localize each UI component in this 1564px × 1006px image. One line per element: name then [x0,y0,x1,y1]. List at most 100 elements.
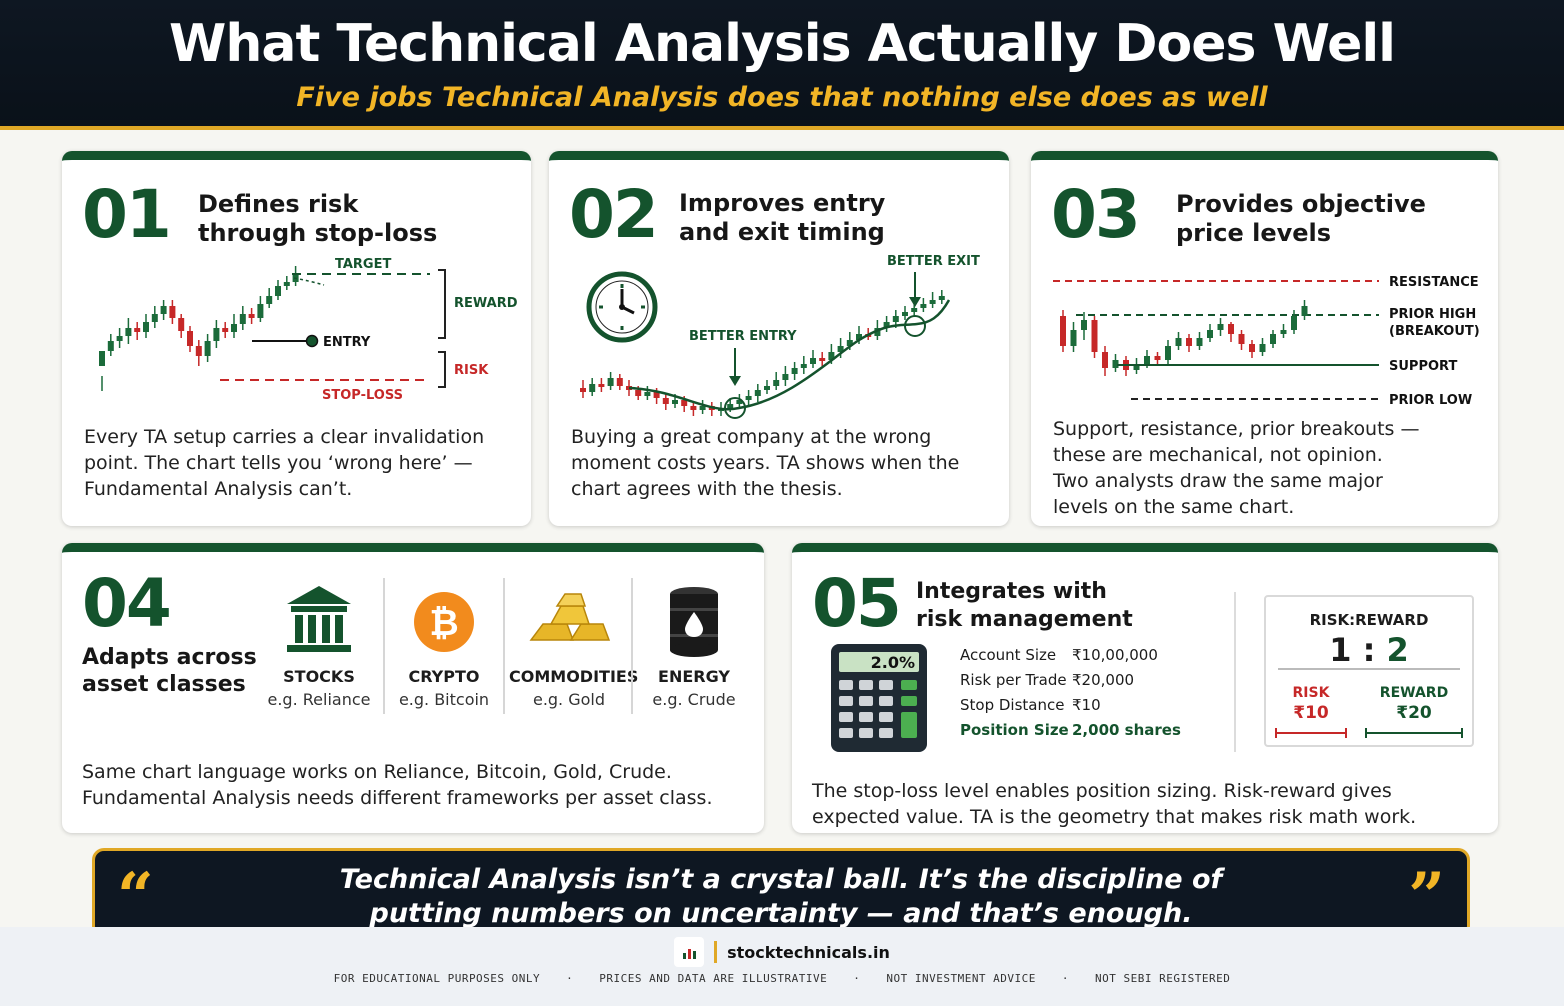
candle-body [1207,330,1213,338]
candle-body [607,378,614,386]
candle-body [178,318,185,331]
card-03: 03 Provides objective price levels RESIS… [1031,151,1498,526]
candle-body [782,374,789,380]
candle-body [257,304,264,318]
risk-reward-box: RISK:REWARD 1 : 2 RISK ₹10 REWARD ₹20 [1264,595,1474,747]
divider [503,578,505,714]
brand-divider [714,941,718,963]
candle-body [837,346,844,352]
row-label: Risk per Trade [960,671,1067,689]
resistance-label: RESISTANCE [1389,275,1479,290]
page-subtitle: Five jobs Technical Analysis does that n… [296,82,1268,113]
candle-body [1154,356,1161,360]
divider [383,578,385,714]
candle-body [745,396,752,400]
card-title: Defines risk through stop-loss [198,190,438,247]
candle-body [195,346,202,356]
card-05: 05 Integrates with risk management 2.0% … [792,543,1498,833]
candle-body [635,390,642,396]
separator: · [566,972,574,985]
better-entry-marker [724,397,746,419]
table-row: Account Size ₹10,00,000 [960,646,1181,671]
row-label: Account Size [960,646,1057,664]
candle-body [239,314,246,324]
position-size-table: Account Size ₹10,00,000 Risk per Trade ₹20… [960,646,1181,746]
candle-body [892,316,899,322]
candle-body [248,314,255,318]
brand: stocktechnicals.in [0,937,1564,967]
candle-body [727,404,734,408]
candle-body [1081,320,1087,330]
brand-link[interactable]: stocktechnicals.in [727,942,890,962]
asset-stocks: STOCKS e.g. Reliance [259,582,379,709]
row-label: Position Size [960,721,1069,739]
card-body: Support, resistance, prior breakouts — t… [1053,418,1420,518]
calculator-icon: 2.0% [831,644,927,752]
candle-body [911,308,918,312]
card-body-line1: The stop-loss level enables position siz… [812,780,1392,802]
candle-body [1102,352,1108,368]
divider [631,578,633,714]
candle-body [231,324,237,332]
card-body-line2: Fundamental Analysis needs different fra… [82,787,713,809]
card-body-line1: Same chart language works on Reliance, B… [82,761,672,783]
target-label: TARGET [335,257,391,272]
card-body: Buying a great company at the wrong mome… [571,426,960,500]
divider [1234,592,1236,752]
card-04: 04 Adapts across asset classes STOCKS e.… [62,543,764,833]
asset-name: ENERGY [658,667,730,686]
risk-label: RISK [454,363,489,378]
asset-name: COMMODITIES [509,667,639,686]
asset-example: e.g. Gold [532,690,606,709]
candle-body [187,331,193,346]
candle-body [653,392,660,398]
candle-body [764,386,770,390]
candle-body [598,384,605,387]
reward-column: REWARD ₹20 [1364,685,1464,739]
card-number: 04 [82,565,172,642]
candle-body [846,340,853,346]
quote-banner: “ Technical Analysis isn’t a crystal bal… [92,848,1470,938]
row-value: ₹10,00,000 [1072,646,1158,664]
disclaimer-text: FOR EDUCATIONAL PURPOSES ONLY [333,972,541,985]
candle-body [800,364,807,368]
card-02: 02 Improves entry and exit timing BETTER… [549,151,1009,526]
candle-body [1060,316,1066,346]
candle-body [125,328,132,336]
candle-body [810,358,816,364]
candle-body [134,328,141,332]
gold-bars-icon [529,593,611,641]
disclaimer-text: NOT SEBI REGISTERED [1095,972,1231,985]
card-body-line2: expected value. TA is the geometry that … [812,806,1417,828]
separator: · [853,972,861,985]
asset-name: STOCKS [283,667,355,686]
risk-value: ₹10 [1293,703,1329,723]
page-title: What Technical Analysis Actually Does We… [168,14,1396,74]
clock-icon [586,271,658,343]
candle-body [662,398,669,404]
card-title: Integrates with risk management [916,579,1133,632]
candle-body [1291,316,1297,330]
candle-body [266,296,273,304]
ratio-right: 2 [1386,631,1409,669]
disclaimer-text: NOT INVESTMENT ADVICE [886,972,1036,985]
better-entry-label: BETTER ENTRY [689,329,797,344]
better-exit-marker [904,315,926,337]
reward-label: REWARD [1379,685,1449,701]
candle-body [773,380,780,386]
candle-body [151,314,158,322]
candle-body [791,368,798,374]
prior-low-label: PRIOR LOW [1389,393,1472,408]
candle-body [1165,346,1171,360]
risk-column: RISK ₹10 [1271,685,1351,739]
card-title: Improves entry and exit timing [679,189,886,246]
candlesticks [1060,300,1308,376]
candle-body [1175,338,1182,346]
table-row: Position Size 2,000 shares [960,721,1181,746]
table-row: Risk per Trade ₹20,000 [960,671,1181,696]
candle-body [828,352,835,360]
candle-body [275,286,281,296]
candle-body [699,406,706,410]
candle-body [690,406,697,410]
candle-body [222,328,229,332]
